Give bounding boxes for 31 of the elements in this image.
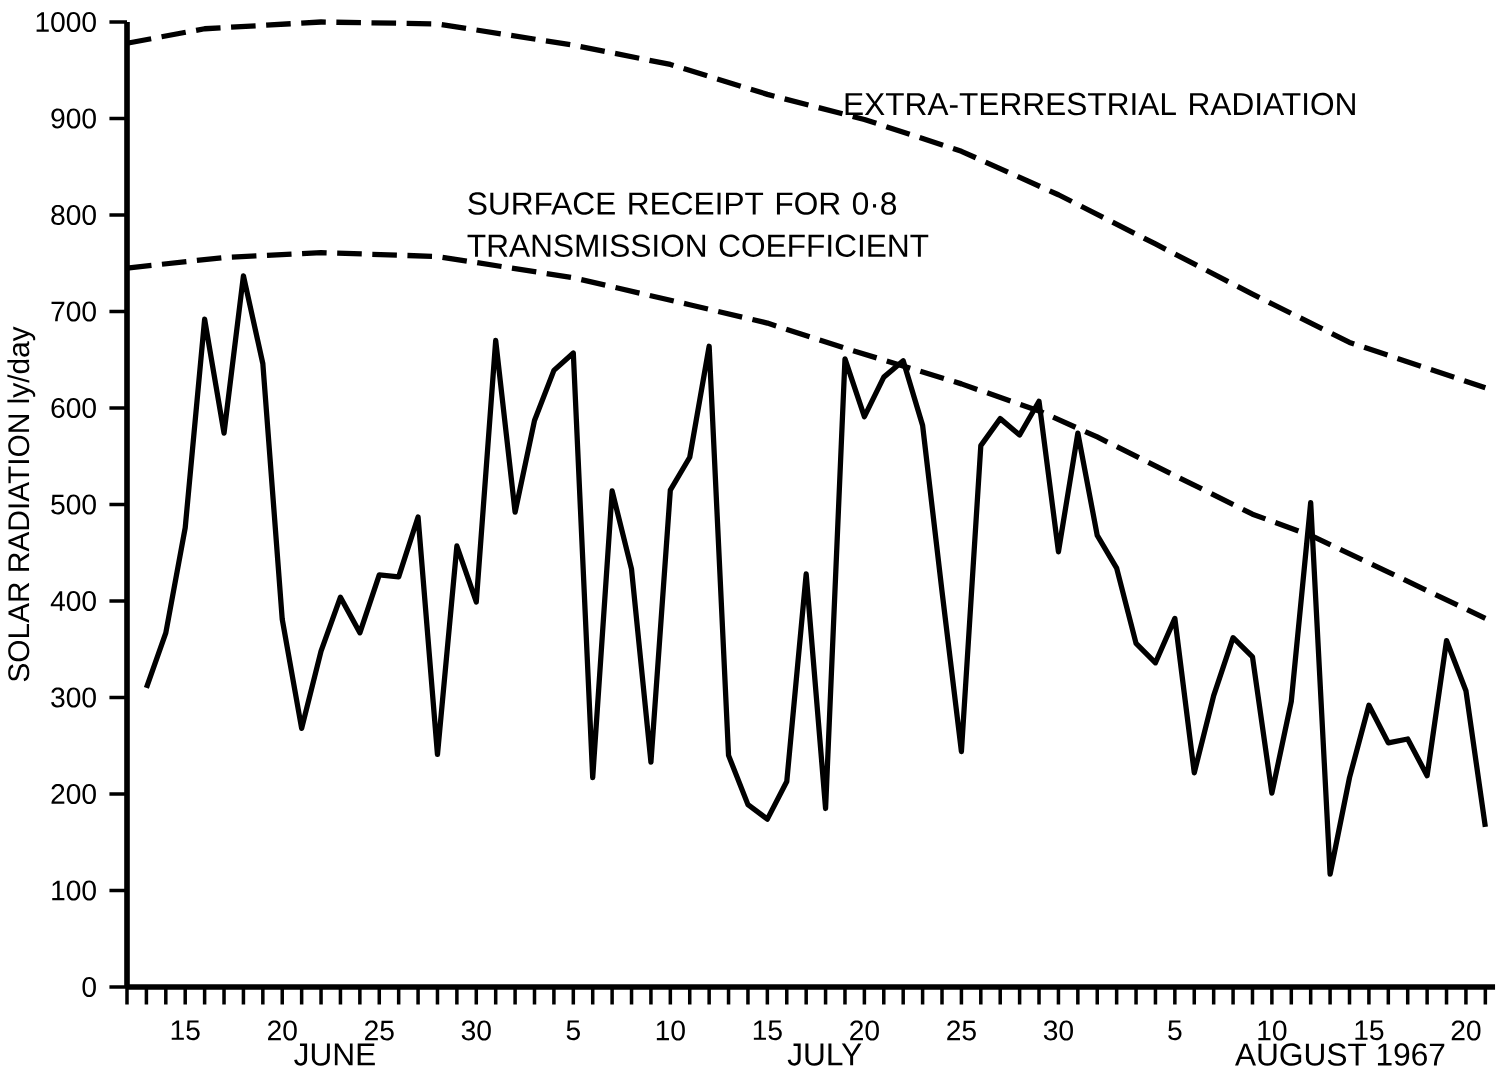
y-tick-label: 600 (51, 398, 96, 418)
x-tick-label: 5 (1168, 1020, 1182, 1041)
x-tick-label: 20 (850, 1020, 879, 1041)
y-tick-label: 200 (51, 784, 96, 804)
text: AUGUST 1967 (1235, 1043, 1445, 1066)
x-tick-label: 10 (656, 1020, 685, 1041)
x-tick-label: 5 (566, 1020, 580, 1041)
y-tick-label: 700 (51, 301, 96, 322)
text: JULY (787, 1043, 862, 1066)
text: JUNE (294, 1043, 375, 1066)
series-label: SURFACE RECEIPT FOR 0·8 TRANSMISSION COEFFICIENT (467, 192, 929, 257)
y-tick-label: 100 (52, 880, 96, 901)
y-tick-label: 900 (51, 108, 96, 129)
y-tick-label: 400 (50, 591, 96, 611)
y-tick-label: 500 (51, 494, 96, 515)
x-tick-label: 15 (1355, 1020, 1384, 1041)
y-tick-label: 300 (51, 687, 96, 708)
x-tick-label: 30 (1043, 1020, 1073, 1041)
y-tick-label: 800 (51, 205, 96, 225)
x-tick-label: 25 (947, 1020, 976, 1041)
y-tick-label: 0 (82, 977, 96, 997)
y-tick-label: 1000 (36, 12, 96, 32)
x-tick-label: 20 (1451, 1020, 1481, 1041)
x-tick-label: 20 (268, 1020, 297, 1041)
series-label: EXTRA-TERRESTRIAL RADIATION (845, 92, 1355, 116)
y-axis-title: SOLAR RADIATION ly/day (7, 326, 36, 682)
x-tick-label: 15 (753, 1020, 782, 1041)
x-tick-label: 15 (171, 1020, 200, 1041)
x-tick-label: 10 (1258, 1020, 1287, 1041)
x-tick-label: 30 (461, 1020, 491, 1041)
x-tick-label: 25 (365, 1020, 394, 1041)
